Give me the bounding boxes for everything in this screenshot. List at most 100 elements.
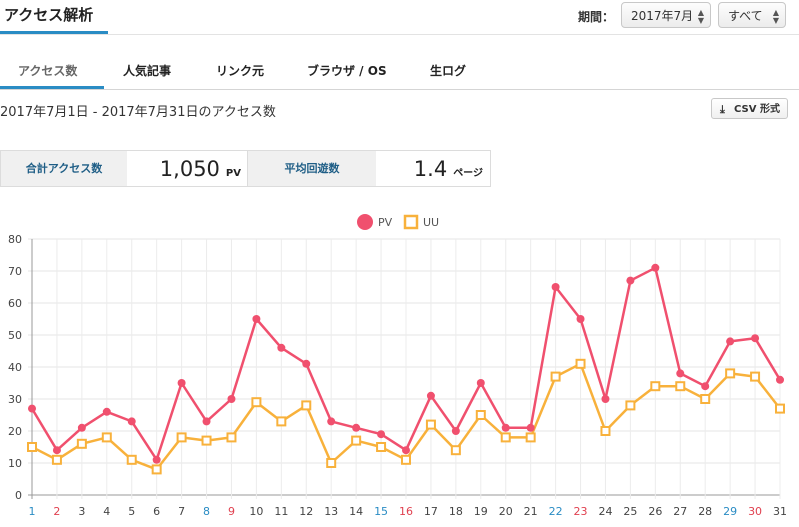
- uu-point: [351, 435, 362, 446]
- pv-point: [327, 417, 336, 426]
- pv-point: [651, 263, 660, 272]
- tab-popular-articles[interactable]: 人気記事: [123, 64, 172, 78]
- uu-point: [725, 368, 736, 379]
- pv-point: [102, 407, 111, 416]
- active-tab-indicator: [0, 86, 104, 89]
- page-title: アクセス解析: [4, 6, 94, 24]
- x-tick-label: 21: [524, 505, 538, 518]
- pv-point: [626, 276, 635, 285]
- x-tick-label: 19: [474, 505, 488, 518]
- scope-select[interactable]: すべて ▲ ▼: [718, 2, 786, 28]
- tab-bar: アクセス数 人気記事 リンク元 ブラウザ / OS 生ログ: [0, 50, 799, 90]
- period-label: 期間：: [578, 10, 615, 24]
- pv-point: [277, 343, 286, 352]
- x-tick-label: 30: [748, 505, 762, 518]
- uu-point: [326, 458, 337, 468]
- period-select[interactable]: 2017年7月 ▲ ▼: [621, 2, 711, 28]
- title-underline: [0, 31, 108, 34]
- uu-point: [650, 381, 661, 392]
- total-access-value: 1,050 PV: [127, 151, 241, 186]
- csv-export-button[interactable]: ⤓ CSV 形式: [711, 98, 788, 119]
- pv-point: [451, 427, 460, 435]
- pv-point: [476, 379, 485, 387]
- pv-point: [526, 423, 535, 432]
- y-tick-label: 10: [8, 457, 22, 470]
- total-access-number: 1,050: [159, 157, 220, 181]
- pv-point: [776, 375, 784, 384]
- download-icon: ⤓: [720, 103, 725, 116]
- x-tick-label: 14: [349, 505, 363, 518]
- updown-arrow-icon: ▲ ▼: [772, 8, 779, 25]
- stats-panel: 合計アクセス数 1,050 PV 平均回遊数 1.4 ページ: [0, 150, 491, 187]
- y-tick-label: 70: [8, 265, 22, 278]
- uu-point: [525, 432, 536, 443]
- tab-access-count[interactable]: アクセス数: [18, 64, 78, 78]
- uu-point: [151, 464, 162, 475]
- uu-point: [201, 435, 212, 446]
- pv-point: [302, 359, 311, 368]
- x-tick-label: 8: [203, 505, 210, 518]
- legend-pv-marker: [357, 214, 373, 230]
- x-tick-label: 15: [374, 505, 388, 518]
- uu-point: [425, 419, 436, 430]
- pv-point: [726, 337, 735, 346]
- uu-point: [625, 400, 636, 411]
- pv-point: [202, 417, 211, 426]
- date-range-title: 2017年7月1日 - 2017年7月31日のアクセス数: [0, 105, 276, 120]
- y-tick-label: 20: [8, 425, 22, 438]
- pv-point: [402, 446, 410, 455]
- pv-point: [501, 423, 510, 432]
- uu-point: [700, 394, 711, 404]
- x-tick-label: 1: [29, 505, 36, 518]
- x-tick-label: 28: [698, 505, 712, 518]
- uu-point: [500, 432, 511, 443]
- y-tick-label: 30: [8, 393, 22, 406]
- legend-pv-label: PV: [378, 216, 393, 229]
- uu-point: [101, 432, 112, 443]
- pv-point: [377, 430, 386, 439]
- uu-point: [76, 438, 87, 449]
- x-tick-label: 9: [228, 505, 235, 518]
- uu-point: [600, 426, 611, 436]
- period-select-value: 2017年7月: [631, 9, 694, 23]
- avg-pages-label: 平均回遊数: [248, 151, 376, 186]
- tab-raw-log[interactable]: 生ログ: [430, 64, 467, 78]
- uu-point: [27, 442, 37, 452]
- x-tick-label: 26: [648, 505, 662, 518]
- x-tick-label: 3: [78, 505, 85, 518]
- avg-pages-unit: ページ: [453, 168, 483, 179]
- pv-point: [426, 391, 435, 400]
- uu-point: [401, 454, 411, 465]
- avg-pages-number: 1.4: [413, 157, 448, 181]
- x-tick-label: 23: [574, 505, 588, 518]
- uu-point: [376, 442, 387, 452]
- app-header: アクセス解析 期間： 2017年7月 ▲ ▼ すべて ▲ ▼: [0, 0, 799, 35]
- x-tick-label: 29: [723, 505, 737, 518]
- pv-point: [28, 404, 36, 413]
- x-tick-label: 6: [153, 505, 160, 518]
- tab-browser-os[interactable]: ブラウザ / OS: [307, 64, 387, 78]
- pv-point: [227, 395, 236, 403]
- y-tick-label: 0: [15, 489, 22, 502]
- uu-point: [301, 400, 312, 411]
- y-tick-label: 50: [8, 329, 22, 342]
- divider: [247, 151, 248, 186]
- x-tick-label: 18: [449, 505, 463, 518]
- uu-point: [126, 454, 137, 465]
- uu-point: [51, 454, 62, 465]
- x-tick-label: 17: [424, 505, 438, 518]
- scope-select-value: すべて: [728, 9, 763, 23]
- uu-point: [750, 371, 761, 382]
- uu-point: [550, 371, 561, 382]
- tab-referrers[interactable]: リンク元: [216, 64, 265, 78]
- pv-point: [52, 446, 61, 455]
- pv-point: [252, 315, 261, 323]
- uu-point: [450, 445, 461, 456]
- y-tick-label: 80: [8, 233, 22, 246]
- avg-pages-value: 1.4 ページ: [376, 151, 483, 186]
- x-tick-label: 10: [249, 505, 263, 518]
- pv-point: [601, 395, 610, 403]
- pv-point: [576, 315, 585, 323]
- y-tick-label: 40: [8, 361, 22, 374]
- pv-point: [127, 417, 136, 426]
